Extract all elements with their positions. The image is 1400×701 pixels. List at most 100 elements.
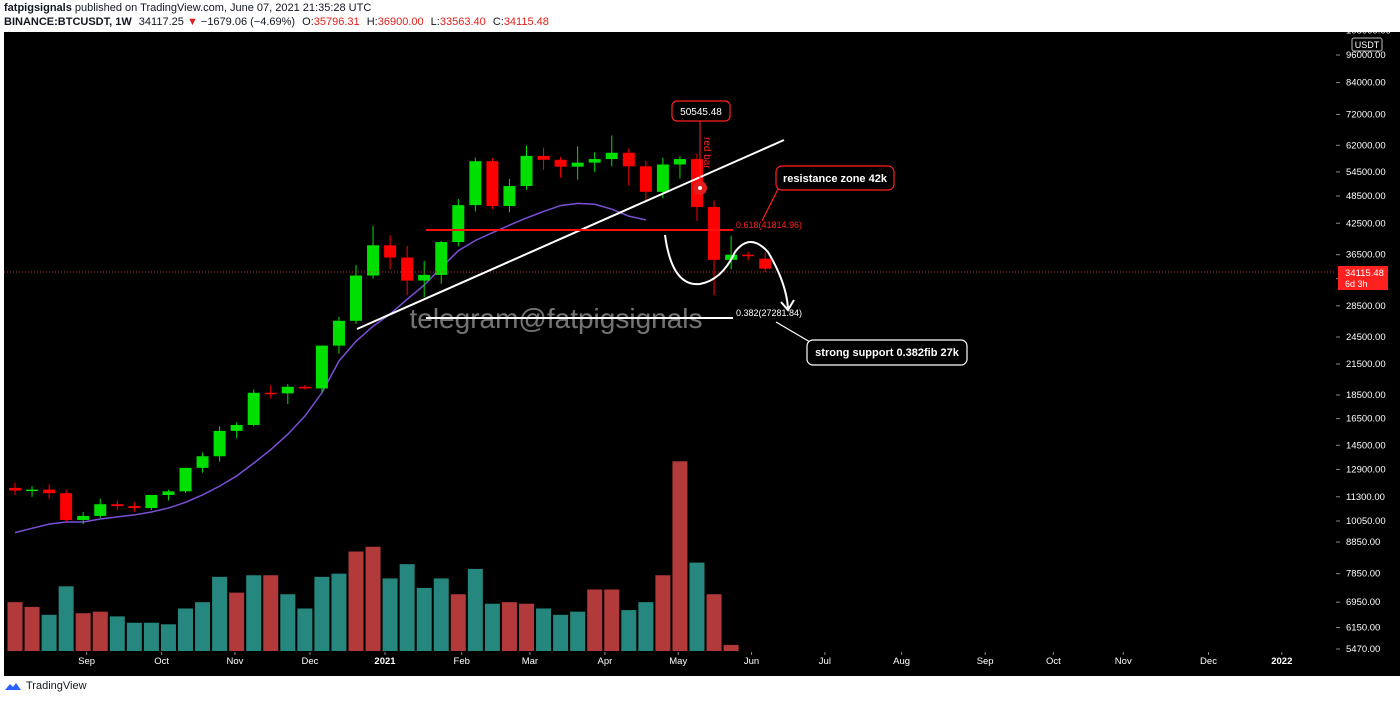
- candle[interactable]: [742, 251, 755, 261]
- candle[interactable]: [639, 160, 652, 203]
- candle[interactable]: [418, 261, 431, 298]
- price-axis-tick-label: 11300.00: [1346, 492, 1385, 503]
- time-axis[interactable]: [4, 652, 1400, 676]
- volume-bar: [160, 624, 176, 651]
- candle[interactable]: [759, 252, 772, 273]
- red-price-box[interactable]: 50545.48: [671, 100, 731, 122]
- candle-body: [315, 345, 328, 389]
- candle[interactable]: [571, 146, 584, 180]
- volume-bar: [450, 594, 466, 651]
- candle[interactable]: [486, 157, 499, 210]
- symbol-name[interactable]: BINANCE:BTCUSDT, 1W: [4, 16, 132, 28]
- candle[interactable]: [179, 467, 192, 494]
- volume-bar: [229, 592, 245, 651]
- candle[interactable]: [77, 511, 90, 525]
- watermark: telegram@fatpigsignals: [409, 303, 702, 334]
- red-bar-label: red bar: [701, 137, 712, 169]
- volume-bar: [126, 622, 142, 651]
- candle[interactable]: [554, 156, 567, 178]
- candle[interactable]: [725, 235, 738, 270]
- candle[interactable]: [401, 245, 414, 296]
- time-axis-tick-label: Nov: [226, 656, 243, 667]
- candle-body: [725, 254, 738, 260]
- candle-body: [128, 506, 141, 509]
- candle-body: [264, 392, 277, 395]
- time-axis-tick-label: Apr: [598, 656, 613, 667]
- volume-bar: [484, 603, 500, 651]
- candle-body: [9, 487, 21, 491]
- price-axis-tick-label: 36500.00: [1346, 250, 1386, 261]
- candle[interactable]: [332, 316, 345, 354]
- candle[interactable]: [588, 152, 601, 172]
- candle[interactable]: [605, 135, 618, 167]
- resistance-callout[interactable]: resistance zone 42k: [761, 165, 895, 222]
- candle-body: [452, 205, 465, 243]
- volume-bar: [587, 589, 603, 651]
- candle[interactable]: [264, 385, 277, 399]
- support-callout[interactable]: strong support 0.382fib 27k: [775, 321, 968, 366]
- candle[interactable]: [452, 199, 465, 247]
- candle[interactable]: [196, 452, 209, 473]
- candle[interactable]: [435, 241, 448, 284]
- volume-bar: [41, 614, 57, 651]
- candle[interactable]: [281, 384, 294, 405]
- price-axis-tick-label: 6150.00: [1346, 622, 1380, 633]
- candle[interactable]: [162, 489, 175, 501]
- price-chart[interactable]: 108000.00 96000.00 84000.00 72000.00 62000.0…: [0, 32, 1400, 676]
- candle-body: [179, 467, 192, 492]
- candle[interactable]: [315, 345, 328, 393]
- volume-bar: [723, 644, 739, 651]
- candle[interactable]: [60, 489, 73, 523]
- candle[interactable]: [43, 484, 56, 499]
- price-axis-tick-label: 12900.00: [1346, 464, 1386, 475]
- candle[interactable]: [247, 389, 260, 427]
- price-axis-tick-label: 108000.00: [1346, 32, 1391, 37]
- candle-body: [622, 152, 635, 167]
- candle-body: [77, 515, 90, 520]
- low-value: 33563.40: [439, 16, 486, 28]
- candle[interactable]: [367, 225, 380, 279]
- candle[interactable]: [656, 157, 669, 199]
- candle[interactable]: [673, 156, 686, 179]
- author-name[interactable]: fatpigsignals: [4, 2, 72, 14]
- chart-plot-area[interactable]: [4, 32, 1336, 652]
- projection-curve[interactable]: [664, 234, 789, 309]
- candle[interactable]: [128, 502, 141, 512]
- candle-body: [43, 489, 56, 494]
- price-axis-tick-label: 84000.00: [1346, 78, 1386, 89]
- candle[interactable]: [213, 426, 226, 462]
- candle[interactable]: [622, 148, 635, 186]
- candle[interactable]: [537, 147, 550, 171]
- candle[interactable]: [230, 422, 243, 439]
- candle[interactable]: [520, 145, 533, 190]
- candle[interactable]: [26, 486, 39, 497]
- close-label: C:: [492, 16, 504, 28]
- candle[interactable]: [469, 157, 482, 212]
- volume-bar: [263, 575, 279, 651]
- candle-body: [537, 155, 550, 160]
- candle[interactable]: [298, 385, 311, 390]
- candle[interactable]: [503, 178, 516, 213]
- candle[interactable]: [384, 235, 397, 270]
- time-axis-tick-label: 2022: [1271, 656, 1292, 667]
- volume-bar: [24, 606, 40, 651]
- candle[interactable]: [145, 494, 158, 510]
- trend-line[interactable]: [356, 139, 785, 330]
- candle[interactable]: [9, 482, 21, 495]
- price-axis-tick-label: 62000.00: [1346, 140, 1386, 151]
- price-change: −1679.06 (−4.69%): [200, 16, 296, 28]
- volume-bar: [246, 575, 262, 651]
- price-axis-tick-label: 96000.00: [1346, 50, 1386, 61]
- volume-bar: [501, 602, 517, 651]
- candle[interactable]: [111, 500, 124, 510]
- red-bar-marker-dot: [698, 186, 702, 190]
- candle-body: [384, 245, 397, 258]
- candle[interactable]: [94, 498, 107, 518]
- tradingview-footer[interactable]: TradingView: [4, 680, 87, 692]
- price-axis[interactable]: [1336, 32, 1400, 652]
- high-label: H:: [366, 16, 378, 28]
- candle-body: [281, 386, 294, 394]
- candle[interactable]: [350, 265, 362, 324]
- price-axis-tick-label: 72000.00: [1346, 109, 1386, 120]
- low-label: L:: [430, 16, 440, 28]
